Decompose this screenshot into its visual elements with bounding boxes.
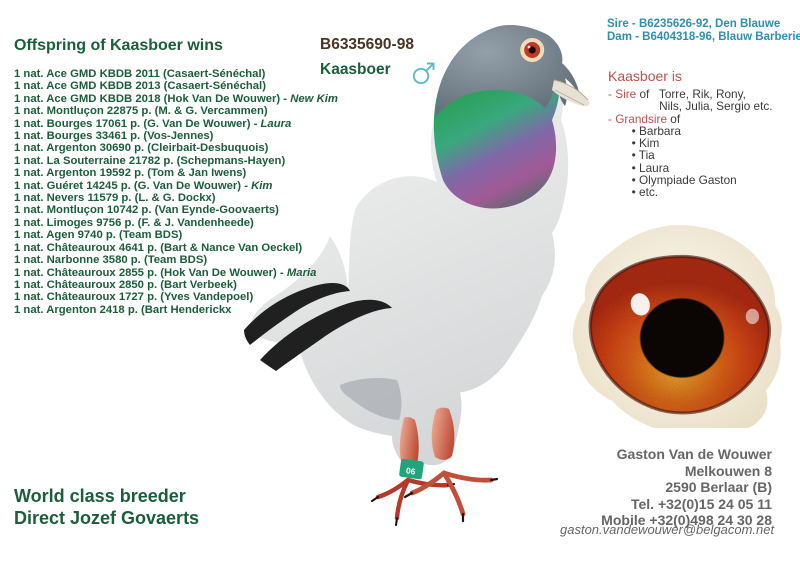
svg-text:06: 06	[405, 465, 416, 476]
